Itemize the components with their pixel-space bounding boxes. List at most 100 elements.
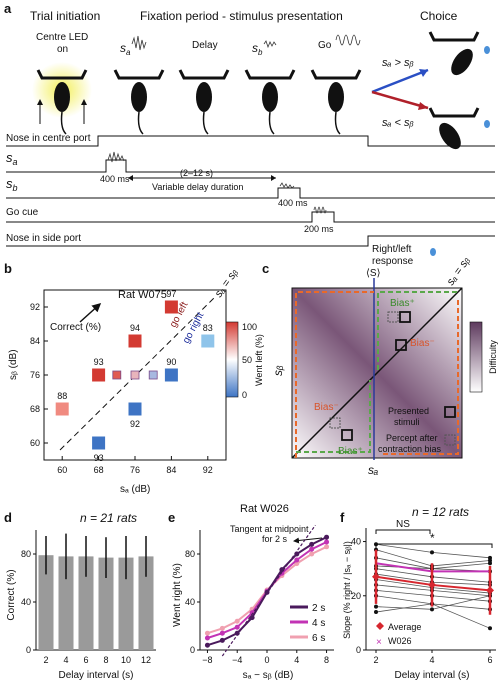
- e-point-1-8: [324, 539, 330, 545]
- f-xtick-1: 4: [429, 655, 434, 665]
- e-point-1-1: [219, 630, 225, 636]
- panel-f-title: n = 12 rats: [412, 505, 469, 519]
- d-xtick-5: 12: [141, 655, 151, 665]
- panel-e: e Rat W026 Tangent at midpoint for 2 s −…: [168, 503, 334, 681]
- d-bar-2: [78, 556, 94, 650]
- row-line-4: [6, 235, 495, 247]
- b-ytick-3: 84: [30, 336, 40, 346]
- go-label: Go: [318, 40, 332, 51]
- cmp-gt: sₐ > sᵦ: [382, 57, 414, 69]
- bias-plus-top: Bias⁺: [390, 298, 415, 309]
- panel-b: b Rat W075 Correct (%) go left go right …: [4, 261, 264, 495]
- variable-delay: Variable delay duration: [152, 182, 243, 192]
- panel-a: a Trial initiation Fixation period - sti…: [4, 1, 495, 267]
- panel-f-letter: f: [340, 510, 345, 525]
- b-cell-2: [92, 368, 106, 382]
- e-point-1-7: [309, 546, 315, 552]
- panel-f-ylabel: Slope (% right / |sₐ − sᵦ|): [342, 541, 352, 639]
- colorbar-label: Went left (%): [254, 334, 264, 386]
- panel-f-plot: [372, 542, 494, 631]
- b-cell-label-6: 94: [130, 323, 140, 333]
- e-legend-label-1: 4 s: [312, 618, 325, 629]
- b-cell-8: [164, 368, 178, 382]
- legend-w026-label: W026: [388, 636, 412, 646]
- f-xtick-0: 2: [373, 655, 378, 665]
- panel-e-ylabel: Went right (%): [172, 563, 183, 627]
- bias-minus-top: Bias⁻: [410, 338, 435, 349]
- d-xtick-1: 4: [63, 655, 68, 665]
- bias-minus-bottom: Bias⁻: [314, 402, 339, 413]
- centre-led-label: Centre LED: [36, 32, 88, 43]
- panel-f-xlabel: Delay interval (s): [394, 670, 469, 681]
- row-label-3: Go cue: [6, 207, 39, 218]
- e-ytick-2: 80: [185, 549, 195, 559]
- b-xtick-4: 92: [203, 465, 213, 475]
- b-ytick-4: 92: [30, 302, 40, 312]
- stim-b-label: sb: [252, 41, 263, 57]
- stimulus-box-3: [341, 429, 353, 441]
- port-5: [310, 69, 362, 80]
- rat-right: [451, 48, 473, 76]
- stim-a-waveform: [131, 35, 147, 51]
- b-cell-9: [164, 300, 178, 314]
- colorbar-tick-100: 100: [242, 322, 257, 332]
- b-cell-6: [128, 334, 142, 348]
- row-line-0: [6, 135, 495, 147]
- e-point-1-0: [204, 635, 210, 641]
- b-cell-label-4: 92: [130, 419, 140, 429]
- b-ytick-1: 68: [30, 404, 40, 414]
- led-on-label: on: [57, 44, 68, 55]
- f-average-point-2: [486, 586, 494, 595]
- panel-a-letter: a: [4, 1, 12, 16]
- e-point-0-1: [219, 637, 225, 643]
- e-point-0-5: [279, 567, 285, 573]
- e-xtick-0: −8: [202, 655, 212, 665]
- f-rat-point-0-1: [430, 550, 434, 555]
- d-ytick-2: 80: [21, 549, 31, 559]
- f-rat-point-10-0: [374, 610, 378, 615]
- d-bar-3: [98, 557, 114, 650]
- legend-percept-box: [444, 434, 456, 446]
- row-line-2: [6, 187, 495, 199]
- f-xtick-2: 6: [487, 655, 492, 665]
- panel-e-legend: 2 s 4 s 6 s: [290, 603, 325, 644]
- stimulus-box-2: [395, 339, 407, 351]
- port-2: [113, 69, 165, 80]
- panel-b-cells: 88 93 93 92 94 90 97 83: [55, 289, 215, 463]
- f-average-point-1: [428, 580, 436, 589]
- port-choice-left: [428, 107, 480, 118]
- b-cell-label-10: 83: [203, 323, 213, 333]
- port-3: [178, 69, 230, 80]
- e-xtick-1: −4: [232, 655, 242, 665]
- b-cell-7: [148, 370, 158, 380]
- panel-d-ylabel: Correct (%): [6, 569, 17, 620]
- row-label-2: sb: [6, 176, 18, 193]
- e-ytick-0: 0: [190, 645, 195, 655]
- d-ytick-0: 0: [26, 645, 31, 655]
- legend-presented-box: [444, 406, 456, 418]
- f-ytick-0: 0: [356, 645, 361, 655]
- green-region-bottom: [296, 380, 371, 453]
- legend-average-marker: [376, 622, 384, 630]
- d-xtick-2: 6: [83, 655, 88, 665]
- d-xtick-4: 10: [121, 655, 131, 665]
- b-cell-label-2: 93: [94, 357, 104, 367]
- d-bar-4: [118, 557, 134, 650]
- b-ytick-2: 76: [30, 370, 40, 380]
- legend-w026-marker: ×: [376, 637, 382, 648]
- e-xtick-4: 8: [324, 655, 329, 665]
- panel-d-ticks: 0 40 80: [21, 549, 36, 655]
- panel-d: d n = 21 rats 2 4 6 8 10 12 0 40 80 Correct (%)…: [4, 510, 156, 681]
- f-rat-point-0-0: [374, 542, 378, 547]
- b-cell-3: [112, 370, 122, 380]
- b-xtick-1: 68: [94, 465, 104, 475]
- colorbar: [225, 321, 239, 398]
- f-rat-point-10-2: [488, 626, 492, 631]
- rat-2: [131, 82, 147, 112]
- row-line-1: [6, 159, 495, 173]
- tangent-label-1: Tangent at midpoint: [230, 524, 309, 534]
- sig-star: *: [430, 531, 435, 545]
- e-tangent: [221, 524, 316, 657]
- legend-presented-2: stimuli: [394, 417, 420, 427]
